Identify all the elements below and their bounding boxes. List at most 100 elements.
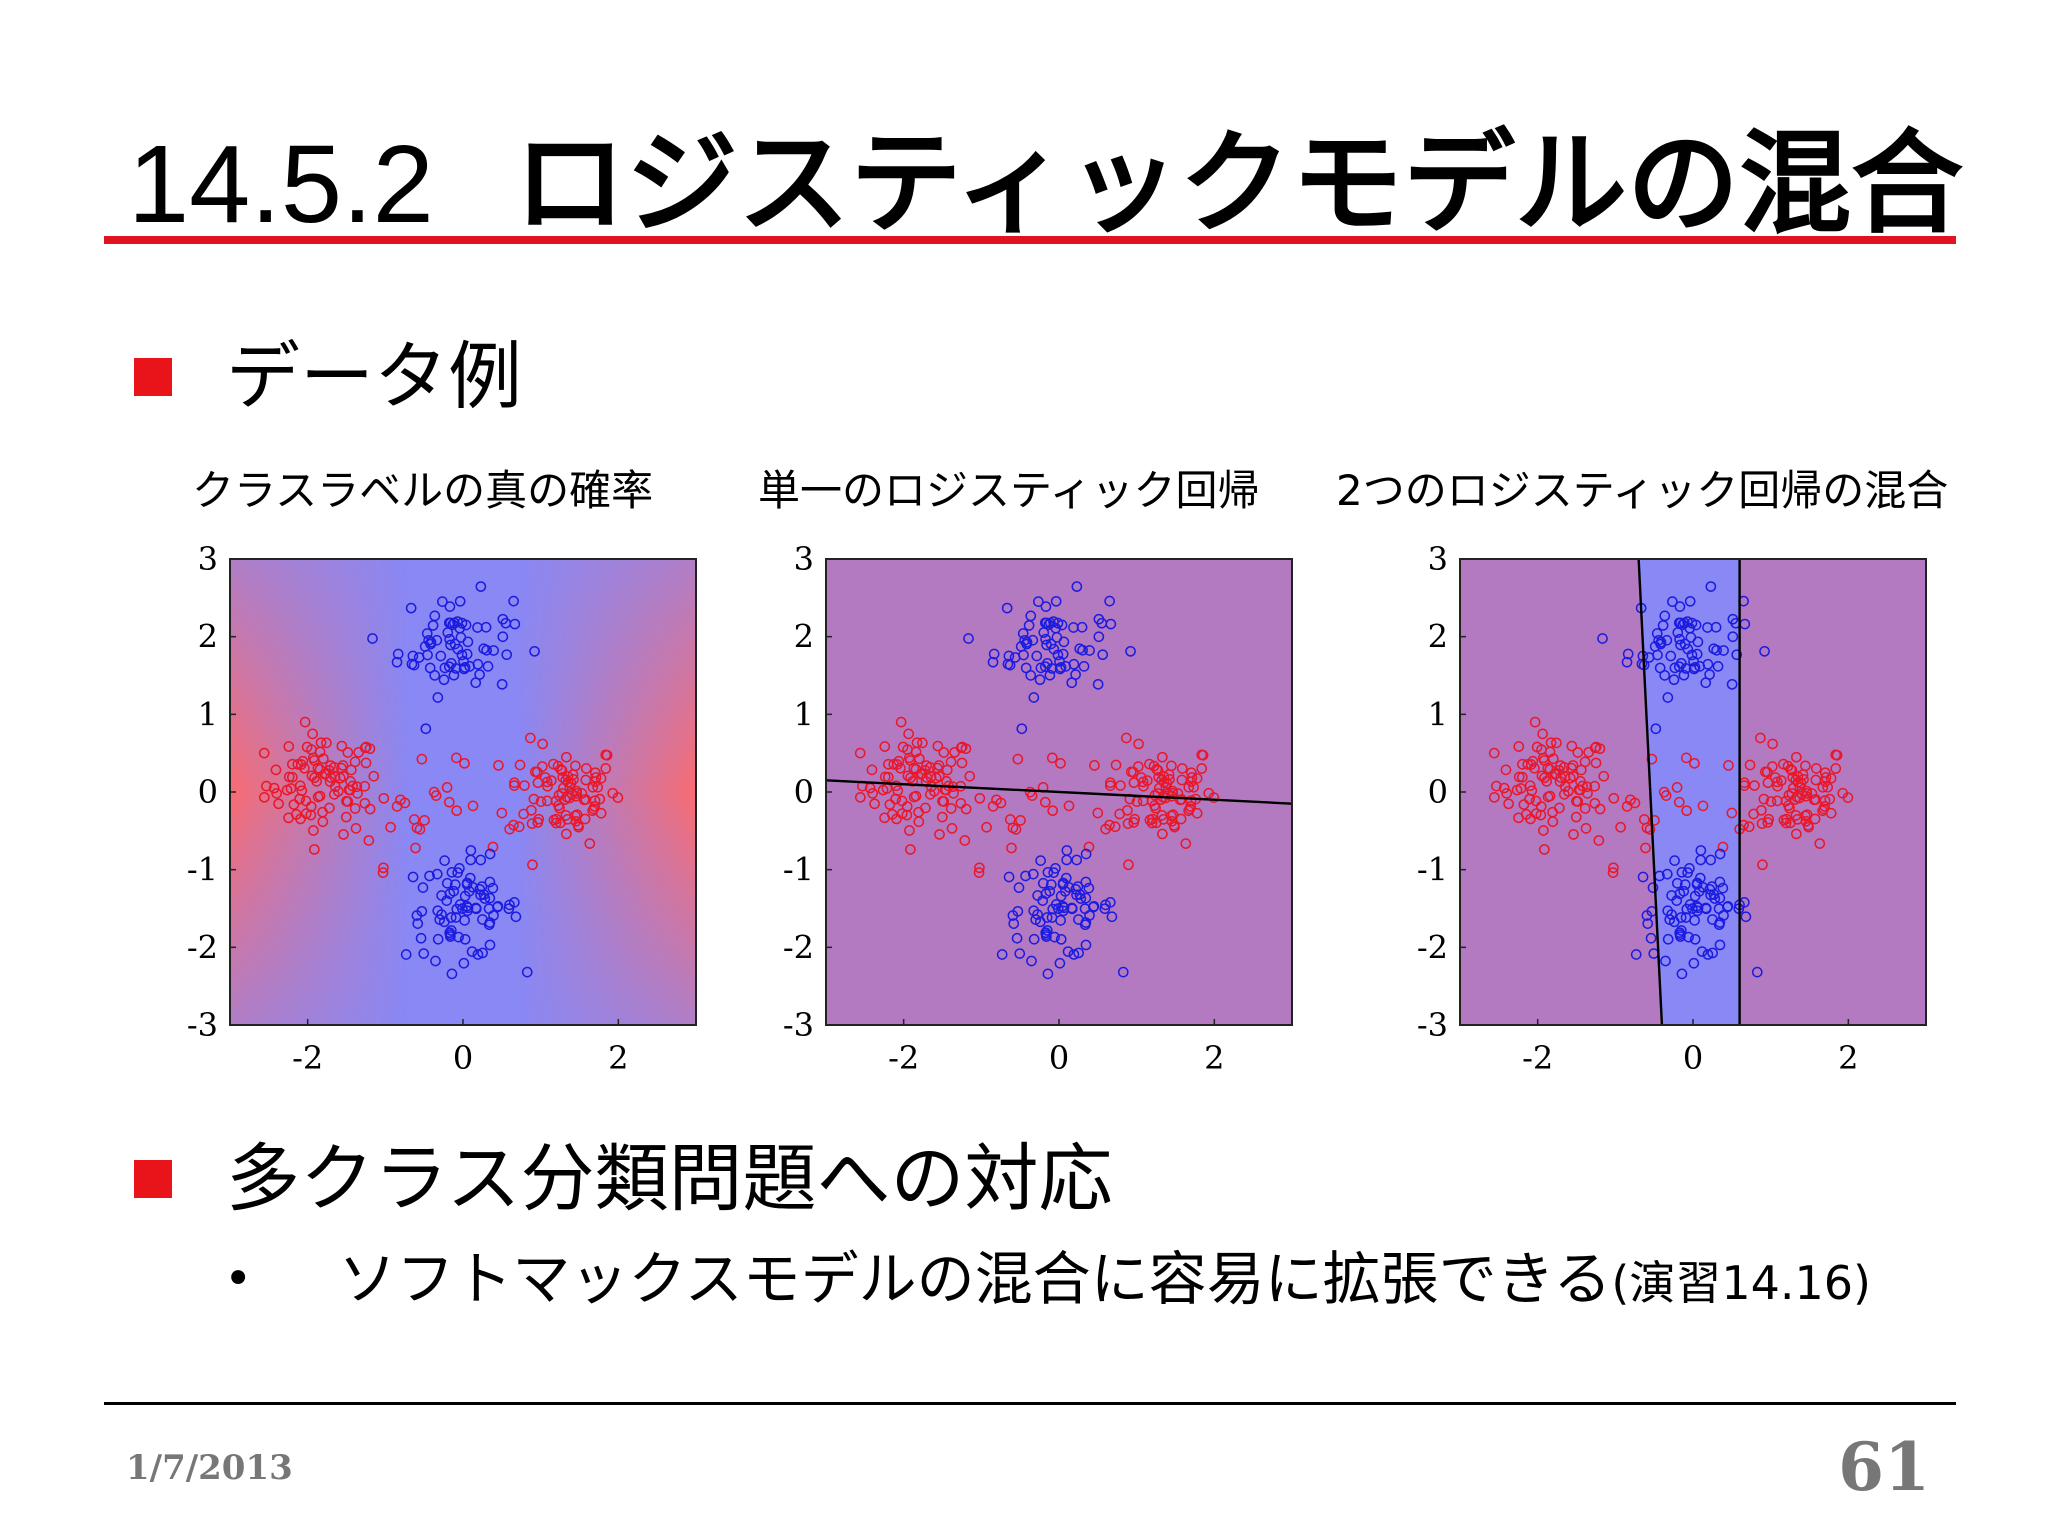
red-point bbox=[467, 800, 479, 812]
red-point bbox=[459, 757, 470, 769]
y-tick-label: 2 bbox=[794, 618, 814, 656]
red-point bbox=[567, 769, 579, 780]
blue-point bbox=[521, 966, 533, 978]
blue-point bbox=[496, 678, 508, 690]
red-point bbox=[879, 741, 891, 752]
blue-point bbox=[1025, 670, 1037, 681]
red-point bbox=[1153, 771, 1165, 783]
blue-point bbox=[987, 656, 999, 668]
red-point bbox=[1123, 859, 1134, 871]
red-point bbox=[1015, 815, 1026, 826]
blue-point bbox=[1661, 868, 1673, 880]
blue-point bbox=[1046, 912, 1058, 923]
y-tick-label: 0 bbox=[198, 773, 218, 811]
red-point bbox=[518, 808, 529, 820]
blue-point bbox=[1071, 854, 1083, 866]
blue-point bbox=[1093, 631, 1105, 643]
red-point bbox=[1681, 805, 1693, 817]
red-point bbox=[337, 760, 349, 771]
red-point bbox=[342, 747, 354, 758]
red-point bbox=[1191, 773, 1203, 784]
red-point bbox=[974, 792, 986, 804]
blue-point bbox=[1659, 670, 1671, 681]
blue-point bbox=[1057, 648, 1069, 660]
bullet-text: 多クラス分類問題への対応 bbox=[226, 1136, 1113, 1222]
red-point bbox=[542, 780, 553, 792]
blue-point bbox=[1637, 871, 1649, 883]
blue-point bbox=[449, 879, 461, 890]
blue-point bbox=[474, 669, 485, 680]
red-point bbox=[1203, 787, 1215, 799]
red-point bbox=[508, 780, 520, 791]
red-point bbox=[1608, 862, 1619, 874]
red-point bbox=[973, 867, 985, 878]
red-point bbox=[571, 788, 583, 799]
red-point bbox=[891, 759, 903, 770]
red-point bbox=[1542, 762, 1554, 774]
blue-point bbox=[1054, 957, 1066, 969]
red-point bbox=[1535, 809, 1547, 821]
blue-point bbox=[1660, 955, 1671, 967]
red-point bbox=[1536, 770, 1548, 782]
blue-point bbox=[1674, 601, 1686, 612]
red-point bbox=[1819, 776, 1831, 788]
blue-point bbox=[432, 692, 444, 703]
red-point bbox=[340, 811, 352, 823]
red-point bbox=[1689, 757, 1700, 769]
slide-title-row: 14.5.2 ロジスティックモデルの混合 bbox=[128, 100, 1963, 240]
red-point bbox=[364, 803, 376, 815]
red-point bbox=[1759, 766, 1771, 778]
red-point bbox=[1824, 793, 1836, 805]
red-point bbox=[509, 777, 520, 789]
red-point bbox=[294, 780, 306, 792]
blue-point bbox=[1003, 871, 1015, 883]
red-point bbox=[1567, 760, 1579, 771]
exercise-note: (演習14.16) bbox=[1611, 1256, 1872, 1310]
blue-point bbox=[1034, 916, 1046, 928]
blue-point bbox=[1688, 663, 1700, 675]
blue-point bbox=[425, 638, 437, 650]
blue-point bbox=[1649, 641, 1661, 652]
blue-point bbox=[1655, 638, 1667, 650]
blue-point bbox=[446, 866, 458, 878]
blue-point bbox=[478, 889, 490, 900]
red-point bbox=[1157, 828, 1168, 840]
red-point bbox=[377, 867, 389, 878]
red-point bbox=[600, 763, 612, 774]
red-point bbox=[1590, 741, 1602, 753]
red-point bbox=[1589, 742, 1601, 754]
red-point bbox=[261, 780, 272, 792]
red-point bbox=[1791, 828, 1802, 840]
x-tick-label: 0 bbox=[1683, 1039, 1703, 1077]
y-tick-label: -3 bbox=[187, 1006, 218, 1044]
red-point bbox=[360, 757, 372, 769]
red-point bbox=[294, 793, 306, 805]
y-tick-label: 2 bbox=[198, 618, 218, 656]
red-point bbox=[1175, 813, 1187, 825]
red-point bbox=[594, 793, 606, 805]
blue-point bbox=[1712, 661, 1724, 672]
blue-point bbox=[461, 648, 473, 660]
blue-point bbox=[1642, 918, 1654, 929]
sub-bullet-main: ソフトマックスモデルの混合に容易に拡張できる bbox=[338, 1245, 1612, 1313]
red-point bbox=[352, 787, 363, 799]
red-point bbox=[1577, 780, 1588, 792]
red-point bbox=[934, 770, 945, 782]
blue-point bbox=[1092, 678, 1104, 690]
red-point bbox=[1791, 751, 1802, 763]
red-point bbox=[1120, 732, 1132, 744]
red-point bbox=[902, 770, 914, 782]
blue-point bbox=[1686, 903, 1698, 914]
blue-point bbox=[1025, 610, 1037, 622]
blue-point bbox=[1674, 633, 1685, 645]
red-point bbox=[1780, 817, 1792, 829]
red-point bbox=[360, 741, 372, 753]
red-point bbox=[1185, 776, 1197, 788]
red-point bbox=[1726, 807, 1738, 819]
red-point bbox=[416, 753, 428, 765]
blue-point bbox=[1057, 905, 1069, 917]
red-point bbox=[1047, 805, 1059, 817]
red-point bbox=[1083, 841, 1095, 853]
red-point bbox=[359, 742, 371, 754]
red-point bbox=[519, 780, 530, 791]
